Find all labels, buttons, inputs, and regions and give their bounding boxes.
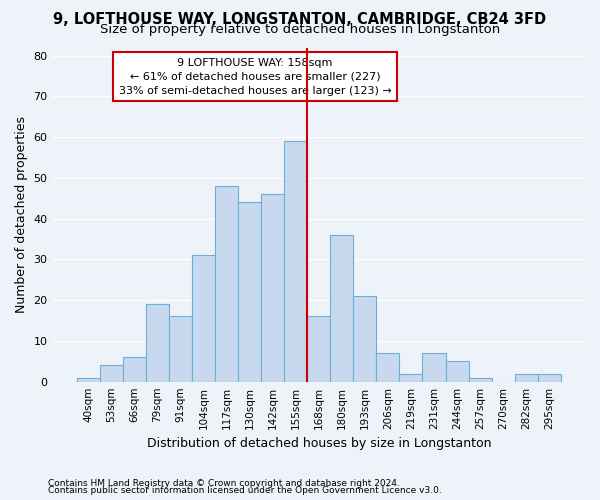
Bar — [192, 256, 215, 382]
Bar — [330, 235, 353, 382]
Bar — [284, 141, 307, 382]
Text: 9, LOFTHOUSE WAY, LONGSTANTON, CAMBRIDGE, CB24 3FD: 9, LOFTHOUSE WAY, LONGSTANTON, CAMBRIDGE… — [53, 12, 547, 28]
Y-axis label: Number of detached properties: Number of detached properties — [15, 116, 28, 313]
Bar — [469, 378, 491, 382]
Text: Size of property relative to detached houses in Longstanton: Size of property relative to detached ho… — [100, 22, 500, 36]
Bar — [146, 304, 169, 382]
Bar — [238, 202, 261, 382]
Bar — [515, 374, 538, 382]
Text: Contains public sector information licensed under the Open Government Licence v3: Contains public sector information licen… — [48, 486, 442, 495]
Bar — [100, 366, 123, 382]
Bar — [446, 362, 469, 382]
Text: Contains HM Land Registry data © Crown copyright and database right 2024.: Contains HM Land Registry data © Crown c… — [48, 478, 400, 488]
Text: 9 LOFTHOUSE WAY: 158sqm
← 61% of detached houses are smaller (227)
33% of semi-d: 9 LOFTHOUSE WAY: 158sqm ← 61% of detache… — [119, 58, 391, 96]
Bar — [422, 353, 446, 382]
Bar — [307, 316, 330, 382]
Bar — [353, 296, 376, 382]
Bar — [400, 374, 422, 382]
Bar — [538, 374, 561, 382]
Bar — [77, 378, 100, 382]
Bar — [215, 186, 238, 382]
Bar — [261, 194, 284, 382]
Bar — [169, 316, 192, 382]
Bar — [376, 353, 400, 382]
Bar — [123, 357, 146, 382]
X-axis label: Distribution of detached houses by size in Longstanton: Distribution of detached houses by size … — [146, 437, 491, 450]
